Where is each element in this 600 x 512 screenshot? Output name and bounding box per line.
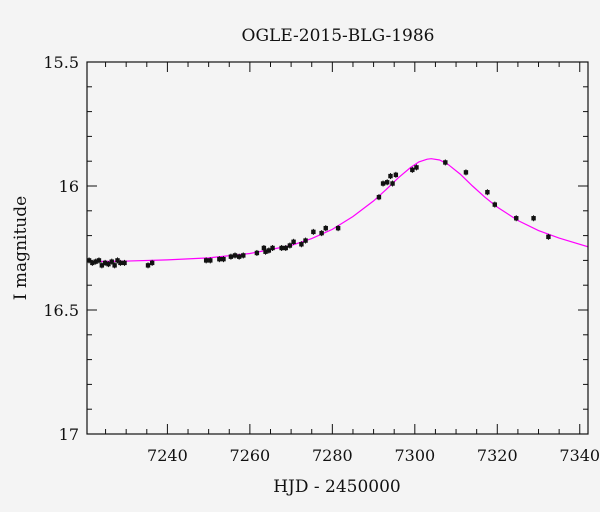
data-point xyxy=(86,258,92,263)
data-point xyxy=(115,258,120,263)
data-point xyxy=(410,167,415,173)
data-point xyxy=(203,258,209,263)
data-point xyxy=(291,239,296,244)
data-point xyxy=(99,263,105,268)
data-point xyxy=(388,173,393,179)
data-point xyxy=(228,254,234,259)
data-point xyxy=(261,245,267,251)
data-point xyxy=(217,256,222,262)
y-tick-label: 15.5 xyxy=(43,53,79,72)
data-point xyxy=(96,258,102,263)
data-point xyxy=(393,172,399,178)
x-tick-label: 7280 xyxy=(312,446,353,465)
data-point xyxy=(279,245,284,251)
data-point xyxy=(270,245,275,251)
chart-title: OGLE-2015-BLG-1986 xyxy=(242,26,435,46)
data-point xyxy=(299,242,304,247)
data-point xyxy=(531,216,536,221)
data-point xyxy=(283,245,288,251)
data-point xyxy=(232,253,238,258)
x-tick-label: 7300 xyxy=(394,446,435,465)
data-point xyxy=(122,260,127,266)
data-point xyxy=(145,263,151,268)
data-point xyxy=(492,202,498,207)
data-point xyxy=(376,194,382,200)
data-point xyxy=(106,261,111,267)
x-tick-label: 7340 xyxy=(559,446,600,465)
y-tick-label: 16.5 xyxy=(43,301,79,320)
data-point xyxy=(390,181,395,186)
x-tick-label: 7320 xyxy=(477,446,518,465)
y-tick-label: 16 xyxy=(59,177,79,196)
data-point xyxy=(93,259,98,264)
data-point xyxy=(380,181,386,186)
data-point xyxy=(514,216,519,221)
data-point xyxy=(287,243,293,248)
y-axis-label: I magnitude xyxy=(11,196,31,300)
data-point xyxy=(263,249,268,254)
data-point xyxy=(118,260,123,266)
data-point xyxy=(266,248,272,253)
x-tick-label: 7240 xyxy=(147,446,188,465)
data-point xyxy=(149,260,155,266)
data-point xyxy=(311,229,316,235)
data-point xyxy=(335,225,341,231)
x-axis-label: HJD - 2450000 xyxy=(273,477,401,497)
data-point xyxy=(109,259,114,264)
x-tick-label: 7260 xyxy=(230,446,271,465)
data-point xyxy=(546,234,551,240)
data-point xyxy=(254,250,260,256)
y-tick-label: 17 xyxy=(59,425,79,444)
data-point xyxy=(208,258,213,263)
data-point xyxy=(323,225,328,231)
data-point xyxy=(443,160,448,165)
data-point xyxy=(303,238,308,243)
data-point xyxy=(102,260,108,266)
plot-frame xyxy=(86,61,589,435)
data-point xyxy=(241,253,246,258)
data-point xyxy=(319,230,324,236)
data-point xyxy=(221,256,226,262)
plot-area: 7240 7260 7280 7300 7320 7340 15.5 16 16.5 17 xyxy=(43,53,600,465)
data-point xyxy=(236,254,242,259)
data-point xyxy=(112,263,117,268)
data-point xyxy=(90,260,95,266)
data-point xyxy=(414,165,419,170)
data-point xyxy=(384,180,390,185)
data-point xyxy=(463,170,469,175)
data-point xyxy=(485,190,490,195)
